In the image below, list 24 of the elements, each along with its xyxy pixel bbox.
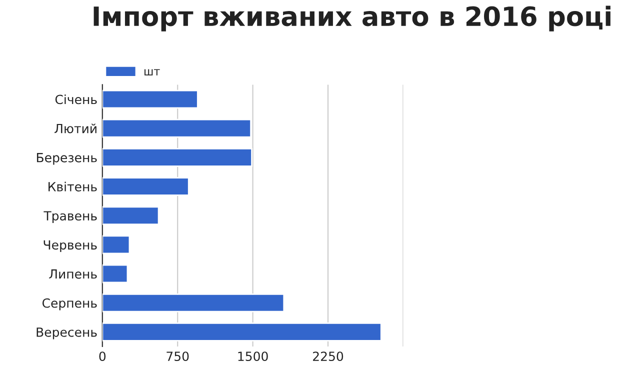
- x-tick-label: 1500: [238, 352, 268, 362]
- bar: [102, 118, 252, 138]
- bar: [102, 235, 130, 254]
- y-tick-label: Серпень: [42, 298, 97, 310]
- y-tick-label: Січень: [55, 94, 97, 104]
- bar: [102, 293, 285, 312]
- bar: [102, 264, 128, 284]
- x-tick-label: 750: [166, 352, 189, 362]
- y-tick-label: Лютий: [54, 124, 96, 134]
- chart-title: Імпорт вживаних авто в 2016 році: [94, 6, 610, 32]
- x-tick-label: 0: [99, 352, 106, 362]
- bar: [102, 177, 190, 196]
- y-tick-label: Квітень: [48, 182, 97, 192]
- y-tick-label: Травень: [44, 211, 97, 223]
- bar: [102, 90, 198, 109]
- bar: [102, 322, 382, 342]
- y-tick-label: Вересень: [36, 328, 97, 340]
- bar: [102, 206, 160, 226]
- bar: [102, 148, 252, 167]
- y-tick-label: Березень: [36, 153, 97, 165]
- legend-label: шт: [144, 69, 160, 76]
- y-tick-label: Липень: [49, 269, 97, 279]
- y-tick-label: Червень: [44, 240, 97, 252]
- x-tick-label: 2250: [313, 352, 344, 362]
